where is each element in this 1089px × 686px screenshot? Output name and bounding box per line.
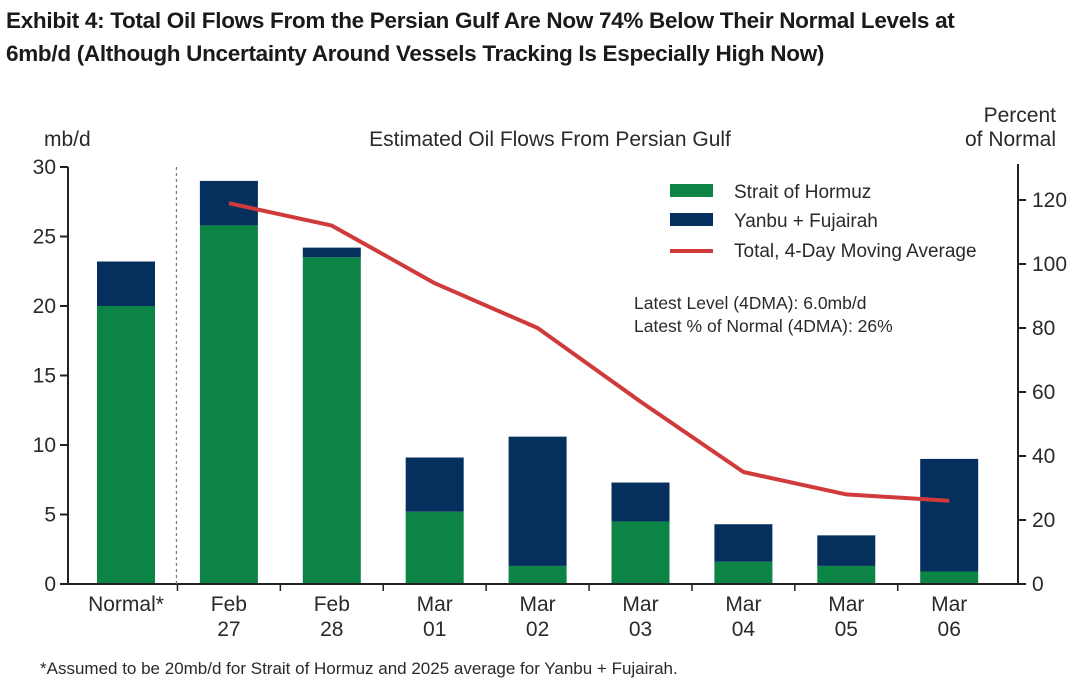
legend-label-hormuz: Strait of Hormuz (734, 182, 871, 203)
chart-title: Estimated Oil Flows From Persian Gulf (369, 128, 731, 151)
left-axis-tick-label: 15 (33, 365, 56, 388)
left-axis-tick-label: 20 (33, 295, 56, 318)
right-axis-label-line-2: of Normal (965, 128, 1056, 151)
x-axis-tick-label: Mar (622, 593, 658, 616)
bar-yanbu-fujairah (714, 524, 773, 562)
bar-yanbu-fujairah (611, 482, 670, 522)
x-axis-tick-label: 01 (423, 618, 446, 641)
annotation-latest-percent: Latest % of Normal (4DMA): 26% (634, 316, 893, 336)
left-axis-label: mb/d (44, 128, 91, 151)
right-axis-tick-label: 40 (1032, 445, 1055, 468)
left-axis-tick-label: 25 (33, 226, 56, 249)
x-axis-tick-label: 03 (629, 618, 652, 641)
footnote: *Assumed to be 20mb/d for Strait of Horm… (40, 659, 678, 678)
bar-yanbu-fujairah (817, 535, 876, 566)
title-line-2: 6mb/d (Although Uncertainty Around Vesse… (6, 41, 825, 66)
bar-hormuz (920, 571, 979, 584)
right-axis-tick-label: 100 (1032, 253, 1067, 276)
bar-yanbu-fujairah (920, 458, 979, 572)
legend-label-moving-average: Total, 4-Day Moving Average (734, 241, 977, 262)
bar-hormuz (302, 257, 361, 584)
moving-average-line (228, 201, 950, 503)
bar-hormuz (199, 225, 258, 584)
x-axis-tick-label: 04 (732, 618, 756, 641)
right-axis-tick-label: 0 (1032, 573, 1044, 596)
exhibit-title: Exhibit 4: Total Oil Flows From the Pers… (6, 4, 1086, 70)
x-axis-tick-label: Mar (725, 593, 761, 616)
bar-hormuz (405, 511, 464, 584)
moving-average-line-group (228, 201, 950, 503)
x-axis-tick-label: Mar (417, 593, 453, 616)
left-axis-tick-label: 5 (44, 504, 56, 527)
annotation-latest-level: Latest Level (4DMA): 6.0mb/d (634, 293, 866, 313)
left-axis-tick-label: 30 (33, 156, 56, 179)
bar-yanbu-fujairah (302, 247, 361, 258)
bar-hormuz (611, 521, 670, 584)
x-axis-tick-label: 06 (938, 618, 961, 641)
bar-yanbu-fujairah (508, 436, 567, 566)
x-axis-tick-label: Mar (828, 593, 864, 616)
right-axis-tick-label: 120 (1032, 189, 1067, 212)
bar-hormuz (508, 565, 567, 584)
left-axis-tick-label: 10 (33, 434, 56, 457)
legend-label-yanbu-fujairah: Yanbu + Fujairah (734, 211, 878, 232)
x-axis-tick-label: Mar (931, 593, 967, 616)
x-axis-tick-label: 05 (835, 618, 858, 641)
right-axis-tick-label: 60 (1032, 381, 1055, 404)
title-line-1: Exhibit 4: Total Oil Flows From the Pers… (6, 8, 955, 33)
bar-hormuz (817, 565, 876, 584)
right-axis-tick-label: 20 (1032, 509, 1055, 532)
bar-hormuz (714, 561, 773, 584)
right-axis-label-line-1: Percent (984, 104, 1057, 127)
x-axis-tick-label: 28 (320, 618, 343, 641)
right-axis-tick-label: 80 (1032, 317, 1055, 340)
legend: Strait of Hormuz Yanbu + Fujairah Total,… (670, 182, 977, 262)
bar-yanbu-fujairah (97, 261, 155, 306)
x-axis-tick-label: 02 (526, 618, 549, 641)
x-axis-tick-label: 27 (217, 618, 240, 641)
bar-hormuz (97, 306, 155, 584)
x-axis-tick-label: Feb (314, 593, 350, 616)
legend-swatch-yanbu-fujairah (670, 213, 713, 226)
x-axis-tick-label: Feb (211, 593, 247, 616)
left-axis-tick-label: 0 (44, 573, 56, 596)
x-axis-tick-label: Mar (520, 593, 556, 616)
bar-group (97, 180, 979, 584)
bar-yanbu-fujairah (405, 457, 464, 512)
legend-swatch-hormuz (670, 184, 713, 197)
x-axis-tick-label: Normal* (88, 593, 164, 616)
